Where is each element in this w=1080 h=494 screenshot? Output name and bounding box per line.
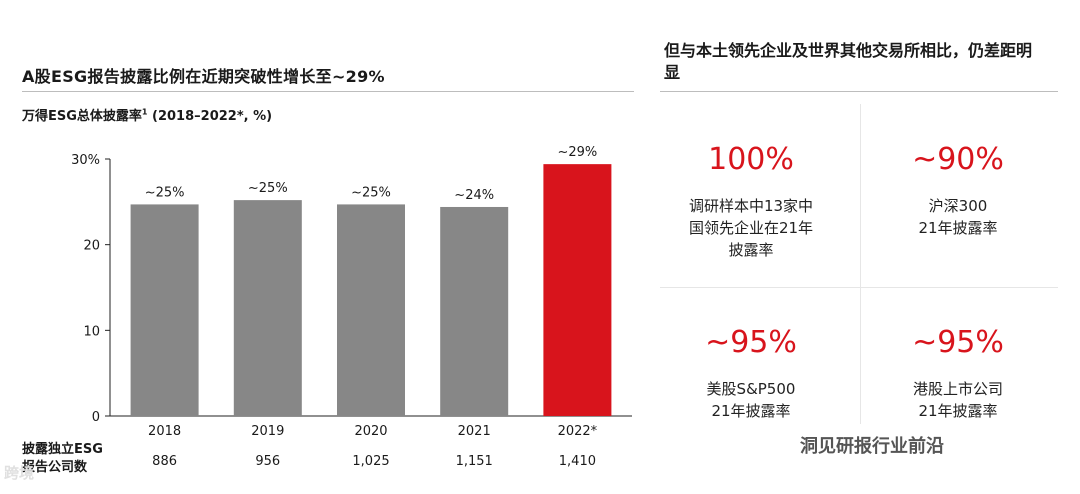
stat-value: ~95% [912, 325, 1004, 360]
bar-2018 [130, 204, 199, 416]
x-tick-label: 2022* [558, 424, 598, 439]
company-count-value: 1,410 [559, 454, 596, 469]
x-tick-label: 2018 [148, 424, 181, 439]
bar-2021 [440, 206, 509, 416]
left-title-divider [22, 91, 634, 92]
company-count-value: 1,151 [456, 454, 493, 469]
company-count-row-label: 披露独立ESG 报告公司数 [22, 442, 103, 475]
stat-value: ~90% [912, 142, 1004, 177]
data-label: ~25% [351, 185, 391, 200]
company-count-value: 1,025 [352, 454, 389, 469]
esg-disclosure-bar-chart: 0 10 20 30% ~25% 2018 886 ~25% 2019 956 ~25% 2020 1,… [71, 145, 632, 469]
bar-2019 [233, 200, 302, 416]
stats-horizontal-divider [660, 287, 1058, 288]
stat-value: ~95% [705, 325, 797, 360]
y-tick-label: 30% [71, 153, 100, 168]
x-tick-label: 2019 [251, 424, 284, 439]
data-label: ~29% [558, 145, 598, 160]
bar-2020 [337, 204, 405, 416]
y-tick-label: 0 [92, 410, 100, 425]
company-count-value: 956 [255, 454, 280, 469]
watermark-wechat-source: 洞见研报行业前沿 [800, 436, 944, 457]
data-label: ~24% [454, 188, 494, 203]
company-count-value: 886 [152, 454, 177, 469]
x-tick-label: 2020 [354, 424, 387, 439]
stat-value: 100% [708, 142, 794, 177]
stat-description: 沪深300 21年披露率 [918, 197, 998, 237]
bar-2022 [543, 164, 612, 416]
stat-description: 美股S&P500 21年披露率 [706, 380, 796, 420]
chart-subtitle-footnote: 1 [141, 107, 148, 117]
stat-card-china-leaders: 100% 调研样本中13家中 国领先企业在21年 披露率 [651, 143, 851, 261]
y-tick-label: 10 [83, 324, 100, 339]
stat-card-csi300: ~90% 沪深300 21年披露率 [858, 143, 1058, 239]
chart-subtitle-tail: (2018–2022*, %) [147, 109, 273, 124]
chart-subtitle-main: 万得ESG总体披露率 [22, 109, 142, 124]
y-tick-label: 20 [83, 239, 100, 254]
left-panel-title: A股ESG报告披露比例在近期突破性增长至~29% [22, 67, 385, 86]
data-label: ~25% [145, 185, 185, 200]
chart-subtitle: 万得ESG总体披露率1 (2018–2022*, %) [22, 105, 272, 124]
stat-card-sp500: ~95% 美股S&P500 21年披露率 [651, 326, 851, 422]
right-panel-title: 但与本土领先企业及世界其他交易所相比，仍差距明显 [664, 41, 1033, 82]
stat-description: 港股上市公司 21年披露率 [912, 380, 1003, 420]
right-title-divider [660, 91, 1058, 92]
stat-card-hk-listed: ~95% 港股上市公司 21年披露率 [858, 326, 1058, 422]
watermark-corner: 跨境 [4, 464, 35, 482]
data-label: ~25% [248, 181, 288, 196]
stat-description: 调研样本中13家中 国领先企业在21年 披露率 [688, 197, 814, 259]
stats-vertical-divider [860, 104, 861, 424]
x-tick-label: 2021 [458, 424, 491, 439]
